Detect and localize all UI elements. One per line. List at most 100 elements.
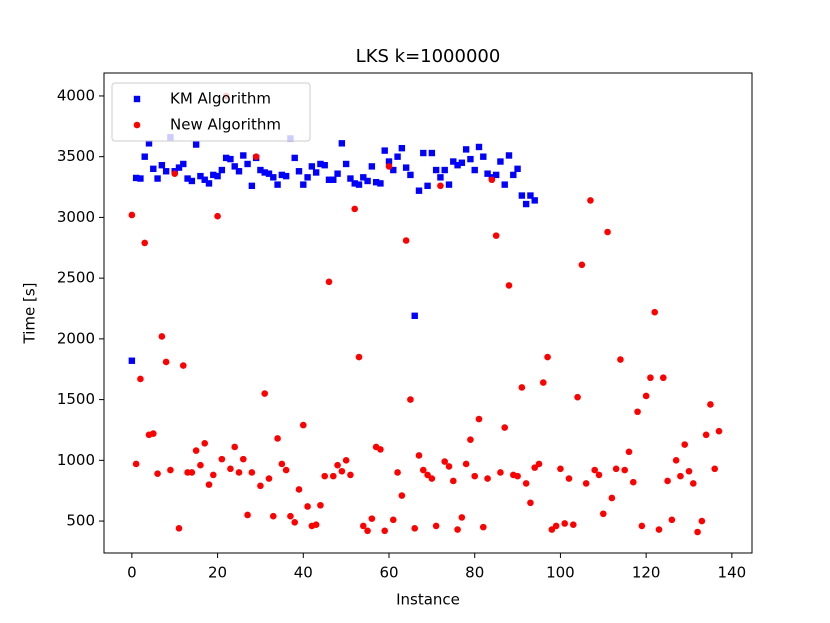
km-point: [248, 182, 256, 190]
km-point: [377, 180, 384, 187]
new-point: [299, 421, 307, 429]
km-point: [210, 171, 217, 179]
km-point: [330, 176, 337, 183]
km-point: [445, 181, 453, 188]
new-point: [621, 466, 629, 474]
new-point: [351, 205, 359, 213]
km-point: [257, 166, 264, 174]
km-point: [317, 160, 324, 168]
km-point: [402, 164, 410, 171]
km-point: [137, 175, 144, 182]
y-tick-label: 2500: [57, 269, 95, 287]
km-point: [162, 168, 170, 175]
new-point: [694, 528, 701, 536]
new-point: [707, 401, 714, 408]
new-point: [655, 526, 663, 533]
km-point: [347, 175, 354, 182]
km-point: [415, 187, 423, 194]
new-point: [291, 518, 299, 526]
new-point: [599, 510, 607, 518]
new-point: [205, 481, 213, 488]
new-point: [325, 278, 333, 286]
new-point: [514, 472, 521, 480]
km-point: [527, 192, 534, 199]
new-point: [647, 374, 654, 382]
km-point: [231, 163, 238, 170]
new-point: [244, 511, 251, 519]
new-point: [158, 333, 166, 340]
new-point: [197, 461, 204, 469]
new-point: [522, 480, 530, 487]
km-point: [398, 144, 406, 152]
new-point: [458, 514, 466, 521]
km-point: [514, 165, 521, 173]
new-point: [227, 465, 234, 473]
new-point: [634, 408, 641, 416]
y-tick-label: 500: [66, 512, 95, 530]
new-point: [334, 461, 341, 469]
new-point: [608, 494, 616, 502]
new-point: [651, 308, 659, 316]
km-point: [462, 146, 470, 153]
x-tick-label: 60: [379, 564, 398, 582]
km-point: [304, 174, 311, 181]
new-point: [552, 522, 560, 530]
new-point: [261, 390, 269, 397]
y-tick-label: 1000: [57, 451, 95, 469]
km-point: [192, 141, 200, 148]
km-point: [467, 155, 474, 163]
km-point: [201, 176, 208, 183]
km-point: [175, 164, 183, 171]
km-point: [394, 153, 401, 160]
km-point: [531, 197, 538, 204]
new-point: [527, 499, 534, 507]
km-point: [411, 312, 418, 319]
km-point: [390, 166, 397, 174]
plot-frame: [103, 72, 753, 554]
new-point: [312, 521, 320, 529]
km-point: [437, 174, 444, 181]
km-point: [492, 171, 500, 179]
km-point: [471, 166, 478, 174]
new-point: [137, 375, 144, 383]
new-point: [149, 430, 157, 437]
km-point: [184, 175, 191, 182]
new-point: [329, 472, 337, 480]
new-point: [497, 469, 504, 476]
km-point: [351, 180, 358, 187]
km-point: [441, 166, 448, 174]
new-point: [321, 472, 329, 480]
km-point: [291, 154, 298, 162]
km-point: [150, 165, 157, 173]
new-point: [587, 197, 594, 204]
new-point: [672, 457, 680, 464]
new-point: [257, 482, 264, 490]
new-point: [402, 237, 410, 244]
new-point: [231, 443, 239, 451]
new-point: [449, 477, 457, 485]
km-point: [510, 171, 517, 179]
legend-marker: [133, 121, 141, 129]
chart-title: LKS k=1000000: [356, 46, 501, 67]
new-point: [548, 526, 556, 533]
new-point: [531, 464, 539, 471]
y-tick-label: 2000: [57, 329, 95, 347]
km-point: [227, 155, 234, 163]
new-point: [214, 212, 221, 220]
km-point: [385, 158, 393, 165]
new-point: [175, 525, 183, 532]
new-point: [467, 436, 474, 443]
km-point: [381, 147, 388, 154]
new-point: [364, 527, 371, 535]
new-point: [454, 526, 461, 533]
km-point: [338, 140, 346, 147]
new-point: [475, 415, 483, 423]
km-point: [235, 168, 243, 175]
new-point: [162, 358, 170, 366]
new-point: [171, 170, 179, 177]
new-point: [518, 384, 526, 391]
new-point: [505, 282, 513, 289]
new-point: [638, 522, 646, 530]
x-tick-label: 20: [208, 564, 227, 582]
new-point: [561, 520, 569, 527]
